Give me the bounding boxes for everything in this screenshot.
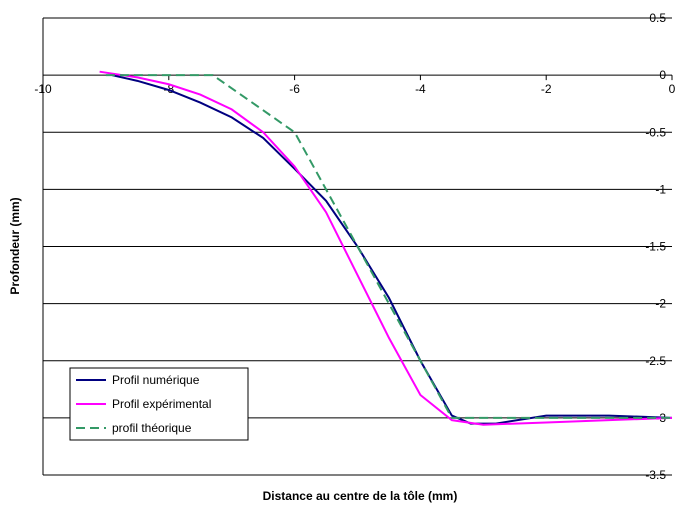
y-axis-label: Profondeur (mm) [8,197,22,294]
x-tick-label: -6 [289,82,300,96]
series-line [99,70,673,426]
legend-label: profil théorique [112,421,192,435]
y-tick-label: 0.5 [649,11,666,25]
x-tick-label: -4 [415,82,426,96]
y-tick-label: -1 [655,182,666,196]
series-line [105,74,672,419]
y-tick-label: -2 [655,297,666,311]
y-tick-label: 0 [659,68,666,82]
legend-label: Profil numérique [112,373,200,387]
y-tick-label: -3.5 [645,468,666,482]
x-tick-label: -2 [541,82,552,96]
x-tick-label: 0 [669,82,676,96]
y-tick-label: -0.5 [645,125,666,139]
y-tick-label: -1.5 [645,240,666,254]
y-tick-label: -2.5 [645,354,666,368]
legend-label: Profil expérimental [112,397,211,411]
x-tick-label: -10 [34,82,52,96]
x-axis-label: Distance au centre de la tôle (mm) [263,489,458,503]
